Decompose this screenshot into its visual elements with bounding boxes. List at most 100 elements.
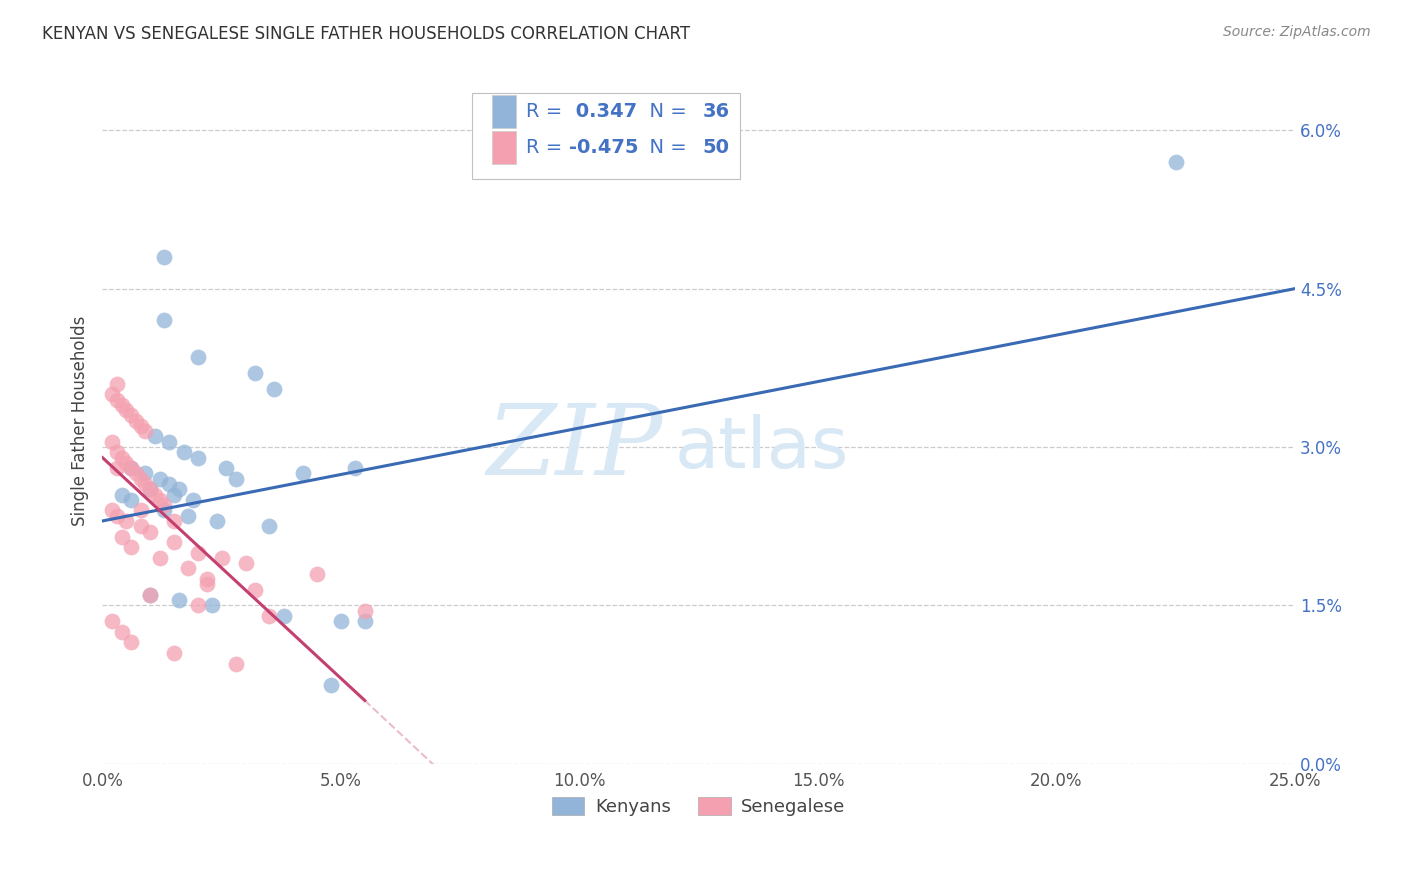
Point [329, 614, 352, 628]
FancyBboxPatch shape [472, 94, 741, 179]
Point [129, 503, 152, 517]
FancyBboxPatch shape [492, 131, 516, 164]
Point [143, 429, 166, 443]
Point [157, 477, 180, 491]
Point [215, 461, 238, 475]
Point [139, 588, 162, 602]
Point [110, 450, 132, 465]
Point [291, 467, 314, 481]
Point [129, 472, 152, 486]
Point [120, 409, 142, 423]
Point [105, 392, 128, 407]
Point [157, 434, 180, 449]
Text: N =: N = [637, 102, 693, 121]
Text: N =: N = [637, 138, 693, 157]
Point [195, 572, 218, 586]
Point [153, 313, 176, 327]
Text: atlas: atlas [675, 414, 849, 483]
Point [120, 541, 142, 555]
Point [344, 461, 367, 475]
Point [187, 351, 209, 365]
Point [163, 514, 186, 528]
Point [115, 403, 138, 417]
Point [187, 546, 209, 560]
Point [101, 614, 124, 628]
Point [120, 461, 142, 475]
Point [321, 678, 343, 692]
Point [225, 657, 247, 671]
Point [307, 566, 329, 581]
Point [153, 503, 176, 517]
Point [201, 599, 224, 613]
Point [177, 508, 200, 523]
Point [120, 492, 142, 507]
Text: KENYAN VS SENEGALESE SINGLE FATHER HOUSEHOLDS CORRELATION CHART: KENYAN VS SENEGALESE SINGLE FATHER HOUSE… [42, 25, 690, 43]
Point [195, 577, 218, 591]
Point [101, 387, 124, 401]
Point [110, 624, 132, 639]
Point [101, 503, 124, 517]
Point [125, 414, 148, 428]
Point [115, 514, 138, 528]
Point [139, 524, 162, 539]
Text: 0.347: 0.347 [568, 102, 637, 121]
Point [273, 609, 295, 624]
Text: Source: ZipAtlas.com: Source: ZipAtlas.com [1223, 25, 1371, 39]
Point [353, 614, 375, 628]
Point [173, 445, 195, 459]
Text: ZIP: ZIP [486, 401, 662, 496]
Point [115, 456, 138, 470]
Point [243, 582, 266, 597]
Point [139, 588, 162, 602]
Legend: Kenyans, Senegalese: Kenyans, Senegalese [544, 789, 853, 823]
Point [149, 550, 172, 565]
Point [129, 519, 152, 533]
Point [153, 498, 176, 512]
Point [110, 487, 132, 501]
Text: 36: 36 [702, 102, 730, 121]
Point [243, 366, 266, 380]
Point [1164, 155, 1187, 169]
Point [205, 514, 228, 528]
Point [139, 483, 162, 497]
Point [163, 535, 186, 549]
Point [153, 250, 176, 264]
Point [211, 550, 233, 565]
Point [149, 472, 172, 486]
Point [129, 418, 152, 433]
Point [120, 635, 142, 649]
Point [181, 492, 204, 507]
Point [259, 519, 281, 533]
Point [134, 424, 156, 438]
Point [167, 593, 190, 607]
Point [353, 604, 375, 618]
Point [125, 467, 148, 481]
Point [143, 487, 166, 501]
Text: 50: 50 [702, 138, 730, 157]
Text: -0.475: -0.475 [568, 138, 638, 157]
Point [167, 483, 190, 497]
Point [105, 445, 128, 459]
Point [105, 376, 128, 391]
Point [149, 492, 172, 507]
Point [101, 434, 124, 449]
Point [110, 530, 132, 544]
Point [134, 467, 156, 481]
Y-axis label: Single Father Households: Single Father Households [72, 316, 89, 525]
Point [105, 508, 128, 523]
Point [259, 609, 281, 624]
Point [134, 477, 156, 491]
Point [163, 487, 186, 501]
Point [120, 461, 142, 475]
FancyBboxPatch shape [492, 95, 516, 128]
Point [139, 483, 162, 497]
Point [105, 461, 128, 475]
Text: R =: R = [526, 102, 568, 121]
Point [187, 599, 209, 613]
Point [110, 398, 132, 412]
Point [187, 450, 209, 465]
Point [225, 472, 247, 486]
Point [177, 561, 200, 575]
Point [163, 646, 186, 660]
Point [235, 556, 257, 570]
